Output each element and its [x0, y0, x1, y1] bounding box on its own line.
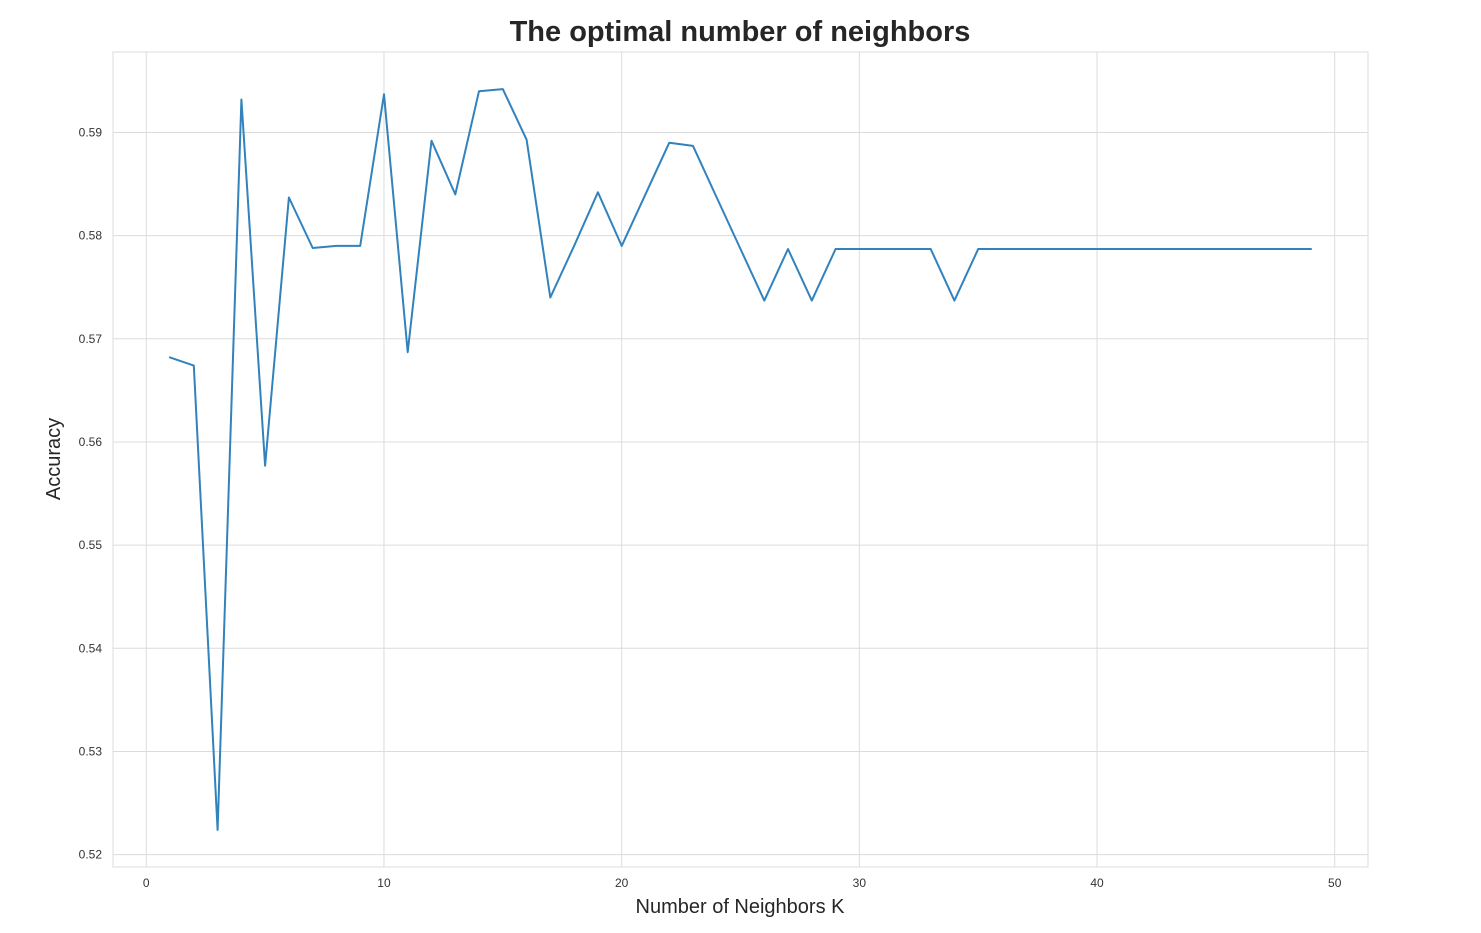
y-tick-label: 0.57 — [79, 332, 103, 346]
data-point — [1047, 246, 1053, 252]
y-axis-label: Accuracy — [43, 418, 65, 500]
y-tick-label: 0.54 — [79, 641, 103, 655]
data-point — [215, 827, 221, 833]
accuracy-line — [169, 88, 1312, 831]
data-point — [500, 86, 506, 92]
data-point — [761, 298, 767, 304]
data-point — [429, 138, 435, 144]
data-point — [928, 246, 934, 252]
data-point — [381, 91, 387, 97]
data-point — [833, 246, 839, 252]
data-point — [191, 363, 197, 369]
data-point — [476, 88, 482, 94]
data-point — [642, 191, 648, 197]
data-point — [951, 298, 957, 304]
data-point — [262, 463, 268, 469]
y-tick-label: 0.52 — [79, 848, 103, 862]
x-tick-label: 50 — [1328, 876, 1342, 890]
data-point — [452, 191, 458, 197]
data-point — [1023, 246, 1029, 252]
x-tick-label: 10 — [377, 876, 391, 890]
data-point — [1142, 246, 1148, 252]
plot-frame — [112, 51, 1369, 868]
data-point — [333, 243, 339, 249]
data-point — [1237, 246, 1243, 252]
x-tick-label: 20 — [615, 876, 629, 890]
data-point — [286, 195, 292, 201]
y-tick-labels: 0.52 0.53 0.54 0.55 0.56 0.57 0.58 0.59 — [79, 125, 103, 861]
data-point — [405, 349, 411, 355]
data-point — [1118, 246, 1124, 252]
grid — [113, 52, 1368, 867]
data-point — [666, 140, 672, 146]
data-point — [238, 97, 244, 103]
data-point — [880, 246, 886, 252]
data-point — [547, 295, 553, 301]
x-tick-label: 40 — [1090, 876, 1104, 890]
data-point — [595, 189, 601, 195]
data-point — [975, 246, 981, 252]
x-tick-label: 0 — [143, 876, 150, 890]
data-point — [1189, 246, 1195, 252]
data-point — [1070, 246, 1076, 252]
data-point — [1094, 246, 1100, 252]
y-tick-label: 0.58 — [79, 229, 103, 243]
data-point — [1308, 246, 1314, 252]
y-tick-label: 0.53 — [79, 744, 103, 758]
y-tick-label: 0.59 — [79, 125, 103, 139]
data-point — [1165, 246, 1171, 252]
data-point — [809, 298, 815, 304]
plot-background — [113, 52, 1368, 867]
data-point — [904, 246, 910, 252]
chart-title: The optimal number of neighbors — [510, 16, 971, 48]
x-tick-labels: 0 10 20 30 40 50 — [143, 876, 1342, 890]
series-group — [167, 86, 1314, 833]
data-point — [1284, 246, 1290, 252]
x-tick-label: 30 — [853, 876, 867, 890]
data-point — [167, 354, 173, 360]
data-point — [714, 195, 720, 201]
data-point — [524, 137, 530, 143]
data-point — [690, 143, 696, 149]
data-point — [738, 246, 744, 252]
data-point — [571, 243, 577, 249]
y-tick-label: 0.56 — [79, 435, 103, 449]
data-point — [619, 243, 625, 249]
y-tick-label: 0.55 — [79, 538, 103, 552]
data-point — [1213, 246, 1219, 252]
data-point — [999, 246, 1005, 252]
data-point — [856, 246, 862, 252]
x-axis-label: Number of Neighbors K — [636, 896, 846, 918]
data-point — [785, 246, 791, 252]
data-point — [310, 245, 316, 251]
data-point — [357, 243, 363, 249]
data-point — [1260, 246, 1266, 252]
